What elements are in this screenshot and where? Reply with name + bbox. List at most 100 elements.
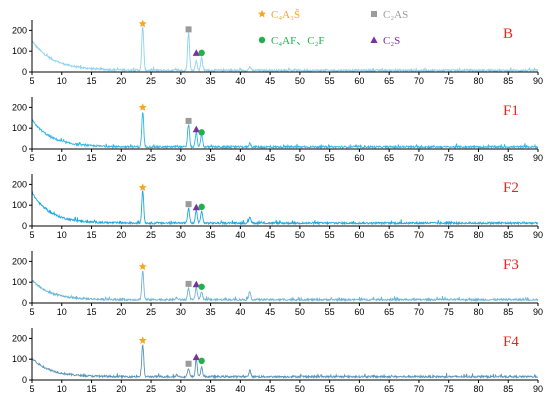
panel-label-f4: F4 (503, 334, 519, 350)
phase-marker-c4af_c2f (198, 357, 205, 365)
phase-marker-c4a3s (138, 19, 147, 28)
x-tick-label: 40 (235, 384, 245, 394)
y-tick-label: 100 (12, 46, 27, 56)
x-tick-label: 65 (384, 384, 394, 394)
phase-marker-c2s (192, 125, 200, 133)
x-tick-label: 25 (146, 153, 156, 163)
x-tick-label: 30 (176, 76, 186, 86)
y-tick-label: 100 (12, 200, 27, 210)
phase-marker-c2s (192, 353, 200, 361)
x-tick-label: 55 (325, 230, 335, 240)
phase-marker-c4a3s (138, 103, 147, 111)
xrd-series-f3 (31, 270, 539, 303)
x-tick-label: 85 (503, 76, 513, 86)
x-tick-label: 65 (384, 153, 394, 163)
phase-marker-c2s (192, 49, 200, 56)
legend-label-c4a3s: C₄A₃Š (271, 9, 300, 21)
y-tick-label: 200 (12, 25, 27, 35)
x-tick-label: 80 (473, 153, 483, 163)
phase-marker-c2as (185, 117, 192, 124)
x-tick-label: 75 (444, 230, 454, 240)
phase-marker-c4af_c2f (198, 283, 205, 290)
x-tick-label: 5 (29, 307, 34, 317)
x-tick-label: 35 (206, 384, 216, 394)
x-tick-label: 80 (473, 76, 483, 86)
x-tick-label: 90 (533, 230, 543, 240)
x-tick-label: 60 (354, 384, 364, 394)
phase-marker-c4af_c2f (198, 129, 205, 136)
x-tick-label: 75 (444, 153, 454, 163)
x-tick-label: 15 (87, 384, 97, 394)
x-tick-label: 55 (325, 384, 335, 394)
phase-marker-c4a3s (138, 262, 147, 270)
legend-symbol-c4af_c2f (258, 36, 266, 44)
x-tick-label: 75 (444, 384, 454, 394)
y-tick-label: 200 (12, 256, 27, 266)
phase-marker-c4a3s (138, 336, 147, 344)
phase-marker-c2as (185, 280, 192, 287)
xrd-series-f2 (31, 189, 539, 226)
x-tick-label: 30 (176, 307, 186, 317)
x-tick-label: 30 (176, 384, 186, 394)
x-tick-label: 50 (295, 153, 305, 163)
x-tick-label: 15 (87, 153, 97, 163)
x-tick-label: 55 (325, 307, 335, 317)
x-tick-label: 65 (384, 307, 394, 317)
phase-marker-c2s (192, 280, 200, 288)
x-tick-label: 45 (265, 76, 275, 86)
x-tick-label: 60 (354, 307, 364, 317)
x-tick-label: 30 (176, 230, 186, 240)
x-tick-label: 25 (146, 384, 156, 394)
x-tick-label: 45 (265, 307, 275, 317)
y-tick-label: 200 (12, 333, 27, 343)
x-tick-label: 5 (29, 230, 34, 240)
x-tick-label: 90 (533, 153, 543, 163)
x-tick-label: 90 (533, 307, 543, 317)
x-tick-label: 50 (295, 307, 305, 317)
x-tick-label: 10 (57, 384, 67, 394)
xrd-series-f4 (31, 344, 539, 380)
x-tick-label: 5 (29, 384, 34, 394)
x-tick-label: 85 (503, 307, 513, 317)
x-tick-label: 75 (444, 76, 454, 86)
x-tick-label: 35 (206, 153, 216, 163)
y-tick-label: 0 (22, 144, 27, 154)
x-tick-label: 50 (295, 384, 305, 394)
y-tick-label: 100 (12, 354, 27, 364)
x-tick-label: 70 (414, 153, 424, 163)
phase-marker-c2s (192, 203, 200, 211)
x-tick-label: 10 (57, 76, 67, 86)
phase-marker-c4af_c2f (198, 203, 205, 211)
xrd-series-f1 (31, 112, 539, 150)
x-tick-label: 60 (354, 230, 364, 240)
x-tick-label: 90 (533, 384, 543, 394)
phase-marker-c4af_c2f (198, 49, 205, 57)
x-tick-label: 45 (265, 230, 275, 240)
legend-label-c2as: C₂AS (383, 9, 408, 21)
x-tick-label: 35 (206, 76, 216, 86)
x-tick-label: 20 (116, 384, 126, 394)
x-tick-label: 80 (473, 384, 483, 394)
x-tick-label: 45 (265, 153, 275, 163)
x-tick-label: 80 (473, 230, 483, 240)
x-tick-label: 75 (444, 307, 454, 317)
panel-label-b: B (503, 26, 513, 42)
panel-label-f2: F2 (503, 180, 519, 196)
x-tick-label: 10 (57, 153, 67, 163)
x-tick-label: 90 (533, 76, 543, 86)
phase-marker-c4a3s (138, 183, 147, 191)
x-tick-label: 60 (354, 153, 364, 163)
x-tick-label: 40 (235, 76, 245, 86)
x-tick-label: 30 (176, 153, 186, 163)
y-tick-label: 0 (22, 221, 27, 231)
x-tick-label: 50 (295, 76, 305, 86)
y-tick-label: 200 (12, 179, 27, 189)
legend-symbol-c2s (370, 36, 378, 43)
legend-symbol-c2as (371, 11, 377, 17)
y-tick-label: 100 (12, 123, 27, 133)
y-tick-label: 200 (12, 102, 27, 112)
y-tick-label: 0 (22, 375, 27, 385)
x-tick-label: 40 (235, 230, 245, 240)
x-tick-label: 20 (116, 76, 126, 86)
